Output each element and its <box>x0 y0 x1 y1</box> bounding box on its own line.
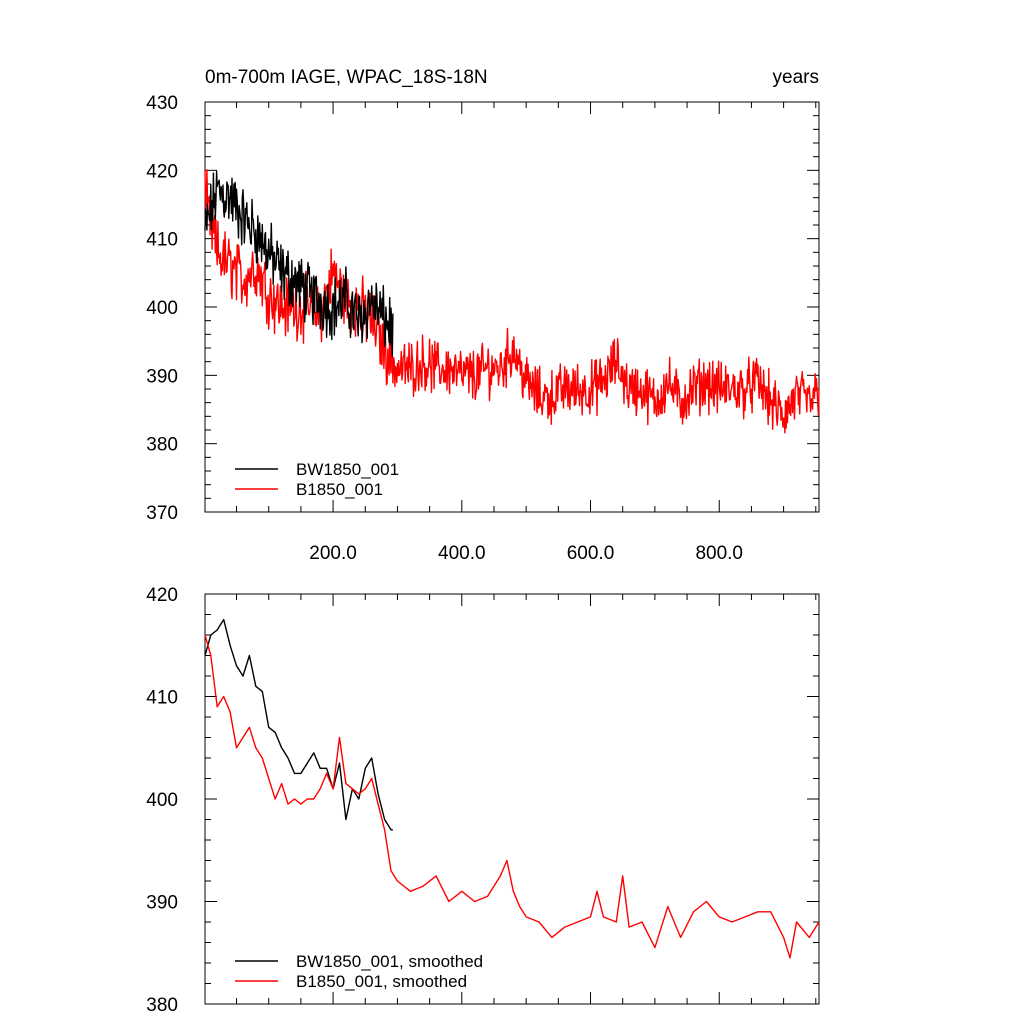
legend-label: BW1850_001, smoothed <box>296 952 483 971</box>
y-tick-label: 370 <box>146 503 178 524</box>
y-tick-label: 380 <box>146 435 178 456</box>
x-tick-label: 200.0 <box>309 543 357 564</box>
legend-label: B1850_001 <box>296 480 383 499</box>
x-tick-label: 400.0 <box>438 543 486 564</box>
y-tick-label: 400 <box>146 790 178 811</box>
y-tick-label: 380 <box>146 995 178 1016</box>
chart-title: 0m-700m IAGE, WPAC_18S-18N <box>205 67 488 88</box>
x-tick-label: 800.0 <box>695 543 743 564</box>
y-tick-label: 400 <box>146 298 178 319</box>
y-tick-label: 390 <box>146 893 178 914</box>
y-tick-label: 410 <box>146 230 178 251</box>
plot-frame <box>204 593 820 1005</box>
series-line-bw1850-001 <box>204 170 394 357</box>
legend-label: B1850_001, smoothed <box>296 972 467 991</box>
series-line-bw1850-001-smoothed <box>204 618 393 831</box>
legend-label: BW1850_001 <box>296 460 399 479</box>
y-tick-label: 390 <box>146 366 178 387</box>
y-tick-label: 430 <box>146 93 178 114</box>
series-line-b1850-001-smoothed <box>204 634 820 959</box>
y-tick-label: 420 <box>146 161 178 182</box>
iage-smoothed-panel: 380 390 400 410 420 BW1850_001, smoothedB1850… <box>146 585 820 1016</box>
y-tick-label: 420 <box>146 585 178 606</box>
x-tick-label: 600.0 <box>567 543 615 564</box>
chart-units: years <box>773 67 819 88</box>
iage-raw-panel: 0m-700m IAGE, WPAC_18S-18N years 370 380 3… <box>146 67 820 564</box>
y-tick-label: 410 <box>146 688 178 709</box>
